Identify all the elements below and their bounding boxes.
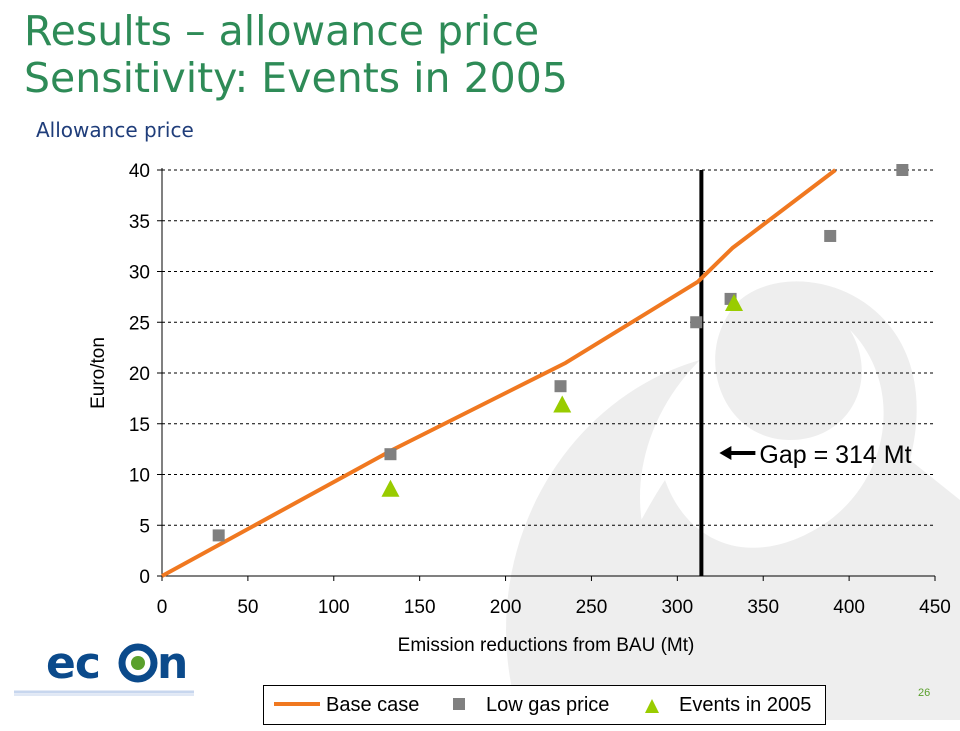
- point-events-in-2005: [725, 293, 744, 311]
- x-tick-label: 50: [237, 597, 258, 618]
- logo-o-ring: [118, 643, 158, 683]
- series-layer: [161, 164, 909, 578]
- x-tick-label: 250: [576, 597, 608, 618]
- chart-subtitle: Allowance price: [36, 118, 194, 142]
- background-swirl-decoration: [506, 281, 960, 720]
- gap-annotation-label: Gap = 314 Mt: [759, 441, 911, 469]
- y-tick-label: 0: [139, 567, 150, 588]
- x-tick-label: 0: [157, 597, 168, 618]
- title-line-2: Sensitivity: Events in 2005: [24, 54, 568, 102]
- legend-events-label: Events in 2005: [679, 694, 811, 716]
- logo-o-dot: [131, 656, 145, 670]
- logo-wordmark: ec: [46, 638, 100, 689]
- point-events-in-2005: [553, 395, 572, 413]
- point-low-gas-price: [824, 229, 837, 242]
- point-low-gas-price: [384, 448, 397, 461]
- econ-logo-graphic: ec n: [14, 638, 194, 696]
- y-axis-label: Euro/ton: [88, 337, 109, 409]
- x-tick-label: 400: [833, 597, 865, 618]
- point-low-gas-price: [690, 316, 703, 329]
- x-tick-label: 350: [747, 597, 779, 618]
- legend-svg: Base case Low gas price Events in 2005: [274, 694, 811, 716]
- x-axis-label: Emission reductions from BAU (Mt): [398, 635, 695, 656]
- y-tick-label: 40: [129, 161, 150, 182]
- series-base-case-line: [161, 168, 837, 578]
- axes: [157, 168, 936, 581]
- slide-title: Results – allowance price Sensitivity: E…: [24, 8, 568, 102]
- x-tick-label: 150: [404, 597, 436, 618]
- legend-low-gas-swatch: [453, 698, 465, 710]
- x-tick-label: 300: [661, 597, 693, 618]
- point-low-gas-price: [554, 380, 567, 393]
- logo-wordmark-n: n: [157, 638, 188, 689]
- x-tick-label: 100: [318, 597, 350, 618]
- y-tick-label: 35: [129, 212, 150, 233]
- legend-events-swatch: [645, 699, 659, 713]
- y-tick-label: 25: [129, 313, 150, 334]
- y-tick-label: 30: [129, 263, 150, 284]
- x-tick-label: 200: [490, 597, 522, 618]
- econ-logo: ec n: [14, 636, 199, 696]
- page-number: 26: [918, 687, 931, 699]
- point-events-in-2005: [381, 479, 400, 497]
- title-line-1: Results – allowance price: [24, 7, 540, 55]
- legend-low-gas-label: Low gas price: [486, 694, 609, 716]
- point-low-gas-price: [212, 529, 225, 542]
- gap-arrow-head: [719, 446, 732, 460]
- y-tick-label: 15: [129, 415, 150, 436]
- y-tick-label: 5: [139, 516, 150, 537]
- gap-annotation: Gap = 314 Mt: [719, 441, 912, 469]
- y-tick-label: 20: [129, 364, 150, 385]
- point-low-gas-price: [896, 164, 909, 176]
- chart-legend: Base case Low gas price Events in 2005: [263, 685, 826, 725]
- x-tick-label: 450: [919, 597, 951, 618]
- y-tick-label: 10: [129, 466, 150, 487]
- legend-base-case-label: Base case: [326, 694, 419, 716]
- swirl-shape-2: [506, 360, 840, 720]
